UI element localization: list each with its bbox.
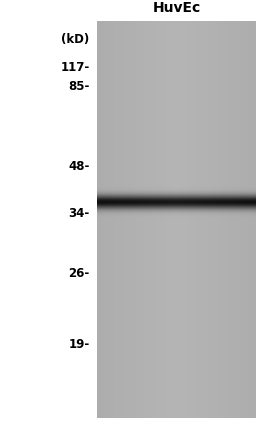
Text: HuvEc: HuvEc bbox=[153, 1, 201, 15]
Text: 117-: 117- bbox=[60, 60, 90, 74]
Text: 34-: 34- bbox=[68, 207, 90, 221]
Text: 19-: 19- bbox=[68, 338, 90, 351]
Text: 85-: 85- bbox=[68, 80, 90, 94]
Text: 26-: 26- bbox=[68, 267, 90, 280]
Text: 48-: 48- bbox=[68, 160, 90, 173]
Text: (kD): (kD) bbox=[61, 33, 90, 46]
